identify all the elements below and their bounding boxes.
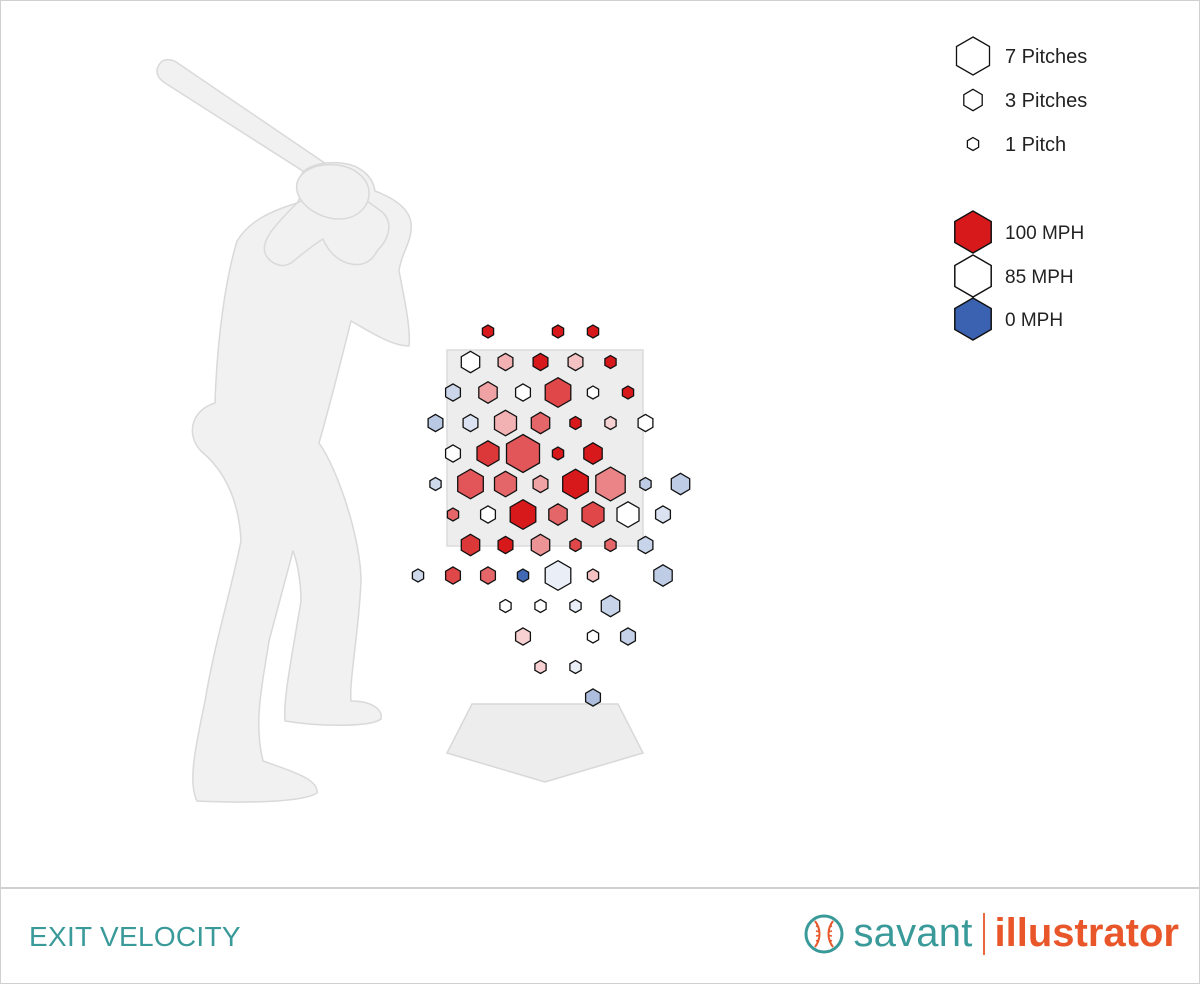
hex-cell	[481, 324, 495, 339]
baseball-icon	[804, 914, 844, 953]
hex-cell	[532, 474, 549, 494]
speed-legend-hex-0	[954, 297, 992, 341]
brand-savant: savant	[853, 911, 973, 955]
size-legend-label-1: 1 Pitch	[1005, 134, 1066, 156]
hex-cell	[478, 381, 498, 404]
hex-cell	[637, 413, 654, 433]
size-legend-label-7: 7 Pitches	[1005, 46, 1087, 68]
hex-cell	[530, 411, 551, 435]
hex-cell	[509, 498, 537, 531]
exit-velocity-chart: 7 Pitches 3 Pitches 1 Pitch 100 MPH 85 M…	[156, 36, 1087, 803]
hex-cell	[567, 352, 584, 372]
speed-legend-hex-100	[954, 210, 992, 254]
hex-cell	[569, 659, 582, 675]
hex-cell	[457, 468, 484, 500]
hex-cell	[621, 385, 635, 400]
hex-cell	[499, 598, 512, 614]
hex-cell	[619, 627, 637, 646]
hex-cell	[514, 627, 532, 646]
hex-cell	[639, 476, 652, 492]
hex-cell	[595, 466, 626, 502]
speed-legend: 100 MPH 85 MPH 0 MPH	[954, 210, 1084, 341]
hex-cell	[476, 440, 500, 468]
batter-silhouette	[156, 58, 412, 803]
brand-separator	[982, 912, 985, 955]
hex-cell	[616, 501, 640, 529]
hex-cell	[411, 568, 425, 583]
hex-cell	[653, 564, 673, 587]
hex-cell	[427, 413, 444, 433]
hex-cell	[462, 413, 479, 433]
hex-cell	[530, 533, 551, 557]
hex-cell	[584, 688, 602, 707]
hex-cell	[544, 376, 572, 409]
hex-cell	[551, 324, 565, 339]
hex-cell	[534, 598, 547, 614]
size-legend-label-3: 3 Pitches	[1005, 90, 1087, 112]
speed-legend-label-85: 85 MPH	[1005, 267, 1074, 288]
hex-cell	[479, 566, 497, 585]
hex-cell	[446, 507, 460, 522]
footer: EXIT VELOCITY savant illustrator	[1, 887, 1199, 985]
hex-cell	[479, 505, 497, 524]
hex-cell	[551, 446, 565, 461]
hex-cell	[562, 468, 589, 500]
hex-cell	[548, 503, 568, 526]
hex-cell	[429, 476, 442, 492]
hex-cell	[654, 505, 672, 524]
hex-cell	[604, 415, 617, 431]
hex-cell	[604, 354, 617, 370]
size-legend-hex-1	[966, 136, 980, 152]
hex-cell	[460, 533, 481, 557]
hex-cell	[493, 409, 518, 437]
speed-legend-label-100: 100 MPH	[1005, 223, 1084, 244]
hex-cell	[586, 629, 600, 644]
hex-cells	[411, 324, 691, 707]
hex-cell	[444, 444, 462, 463]
hex-cell	[514, 383, 532, 402]
hex-cell	[586, 324, 600, 339]
size-legend-hex-7	[955, 36, 991, 76]
speed-legend-label-0: 0 MPH	[1005, 310, 1063, 331]
hex-cell	[532, 352, 549, 372]
hex-cell	[544, 559, 572, 592]
hex-cell	[569, 598, 582, 614]
home-plate	[445, 703, 645, 783]
hex-cell	[600, 594, 621, 618]
hex-cell	[516, 568, 530, 583]
hex-cell	[460, 350, 481, 374]
hex-cell	[497, 352, 514, 372]
hex-cell	[444, 383, 462, 402]
hex-cell	[505, 433, 541, 474]
hex-cell	[586, 568, 600, 583]
hex-cell	[604, 537, 617, 553]
size-legend-hex-3	[963, 88, 983, 112]
hex-cell	[569, 415, 582, 431]
size-legend: 7 Pitches 3 Pitches 1 Pitch	[955, 36, 1087, 156]
hex-cell	[581, 501, 605, 529]
brand-logo: savant illustrator	[803, 911, 1179, 956]
metric-title: EXIT VELOCITY	[29, 921, 241, 952]
hex-cell	[497, 535, 514, 555]
speed-legend-hex-85	[954, 254, 992, 298]
hex-cell	[586, 385, 600, 400]
hex-cell	[637, 535, 654, 555]
hex-cell	[670, 472, 691, 496]
hex-cell	[583, 442, 603, 465]
hex-cell	[493, 470, 518, 498]
hex-cell	[444, 566, 462, 585]
brand-illustrator: illustrator	[994, 911, 1179, 955]
hex-cell	[569, 537, 582, 553]
hex-cell	[534, 659, 547, 675]
